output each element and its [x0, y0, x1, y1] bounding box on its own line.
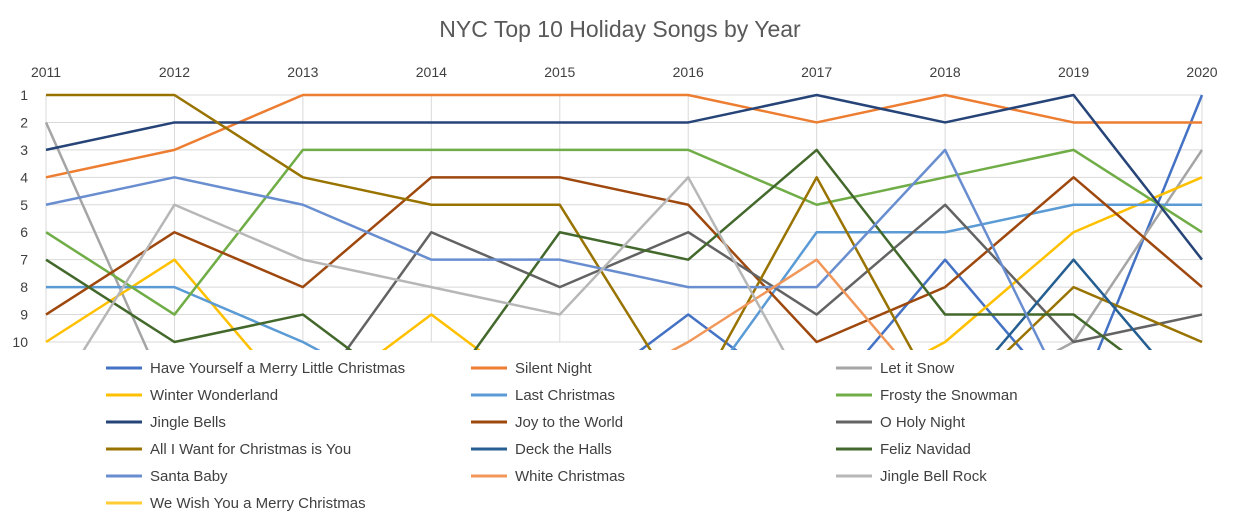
y-tick-label: 3	[20, 142, 28, 158]
legend-label: Jingle Bells	[150, 414, 226, 431]
y-tick-label: 9	[20, 307, 28, 323]
series-line	[45, 148, 1046, 350]
legend-label: Joy to the World	[515, 414, 623, 431]
legend-label: Silent Night	[515, 360, 593, 377]
y-tick-label: 7	[20, 252, 28, 268]
series-line	[82, 176, 785, 350]
legend-label: All I Want for Christmas is You	[150, 441, 351, 458]
gridlines	[45, 94, 1203, 343]
legend-label: Frosty the Snowman	[880, 387, 1018, 404]
y-tick-label: 4	[20, 169, 28, 185]
x-tick-label: 2016	[673, 64, 704, 80]
y-tick-label: 8	[20, 279, 28, 295]
series-line	[995, 258, 1153, 350]
x-tick-label: 2014	[416, 64, 447, 80]
y-axis-tick-labels: 1 2 3 4 5 6 7 8 9 10	[12, 87, 28, 350]
legend-label: We Wish You a Merry Christmas	[150, 495, 366, 512]
series-line	[46, 203, 1202, 350]
legend-label: Winter Wonderland	[150, 387, 278, 404]
x-tick-label: 2013	[287, 64, 318, 80]
x-tick-label: 2012	[159, 64, 190, 80]
x-axis-tick-labels: 2011 2012 2013 2014 2015 2016 2017 2018 2019 2020	[31, 64, 1218, 80]
x-tick-label: 2017	[801, 64, 832, 80]
series-lines	[44, 93, 1204, 350]
x-tick-label: 2011	[31, 64, 61, 80]
series-line	[344, 203, 1203, 350]
y-tick-label: 6	[20, 224, 28, 240]
x-tick-label: 2015	[544, 64, 575, 80]
legend-label: White Christmas	[515, 468, 625, 485]
legend: Have Yourself a Merry Little Christmas Si…	[106, 360, 1018, 512]
series-line	[45, 93, 1203, 261]
legend-label: Santa Baby	[150, 468, 228, 485]
chart-title: NYC Top 10 Holiday Songs by Year	[439, 16, 801, 42]
series-line	[45, 93, 1202, 179]
x-tick-label: 2019	[1058, 64, 1089, 80]
x-tick-label: 2018	[930, 64, 961, 80]
x-tick-label: 2020	[1186, 64, 1217, 80]
legend-label: Let it Snow	[880, 360, 954, 377]
legend-label: Jingle Bell Rock	[880, 468, 987, 485]
y-tick-label: 1	[20, 87, 28, 103]
y-tick-label: 10	[12, 334, 28, 350]
legend-label: Last Christmas	[515, 387, 615, 404]
y-tick-label: 2	[20, 114, 28, 130]
series-line	[46, 93, 1203, 350]
legend-label: O Holy Night	[880, 414, 966, 431]
series-line	[45, 176, 1203, 350]
legend-label: Feliz Navidad	[880, 441, 971, 458]
series-line	[45, 176, 1203, 344]
legend-label: Deck the Halls	[515, 441, 612, 458]
legend-label: Have Yourself a Merry Little Christmas	[150, 360, 405, 377]
y-tick-label: 5	[20, 197, 28, 213]
